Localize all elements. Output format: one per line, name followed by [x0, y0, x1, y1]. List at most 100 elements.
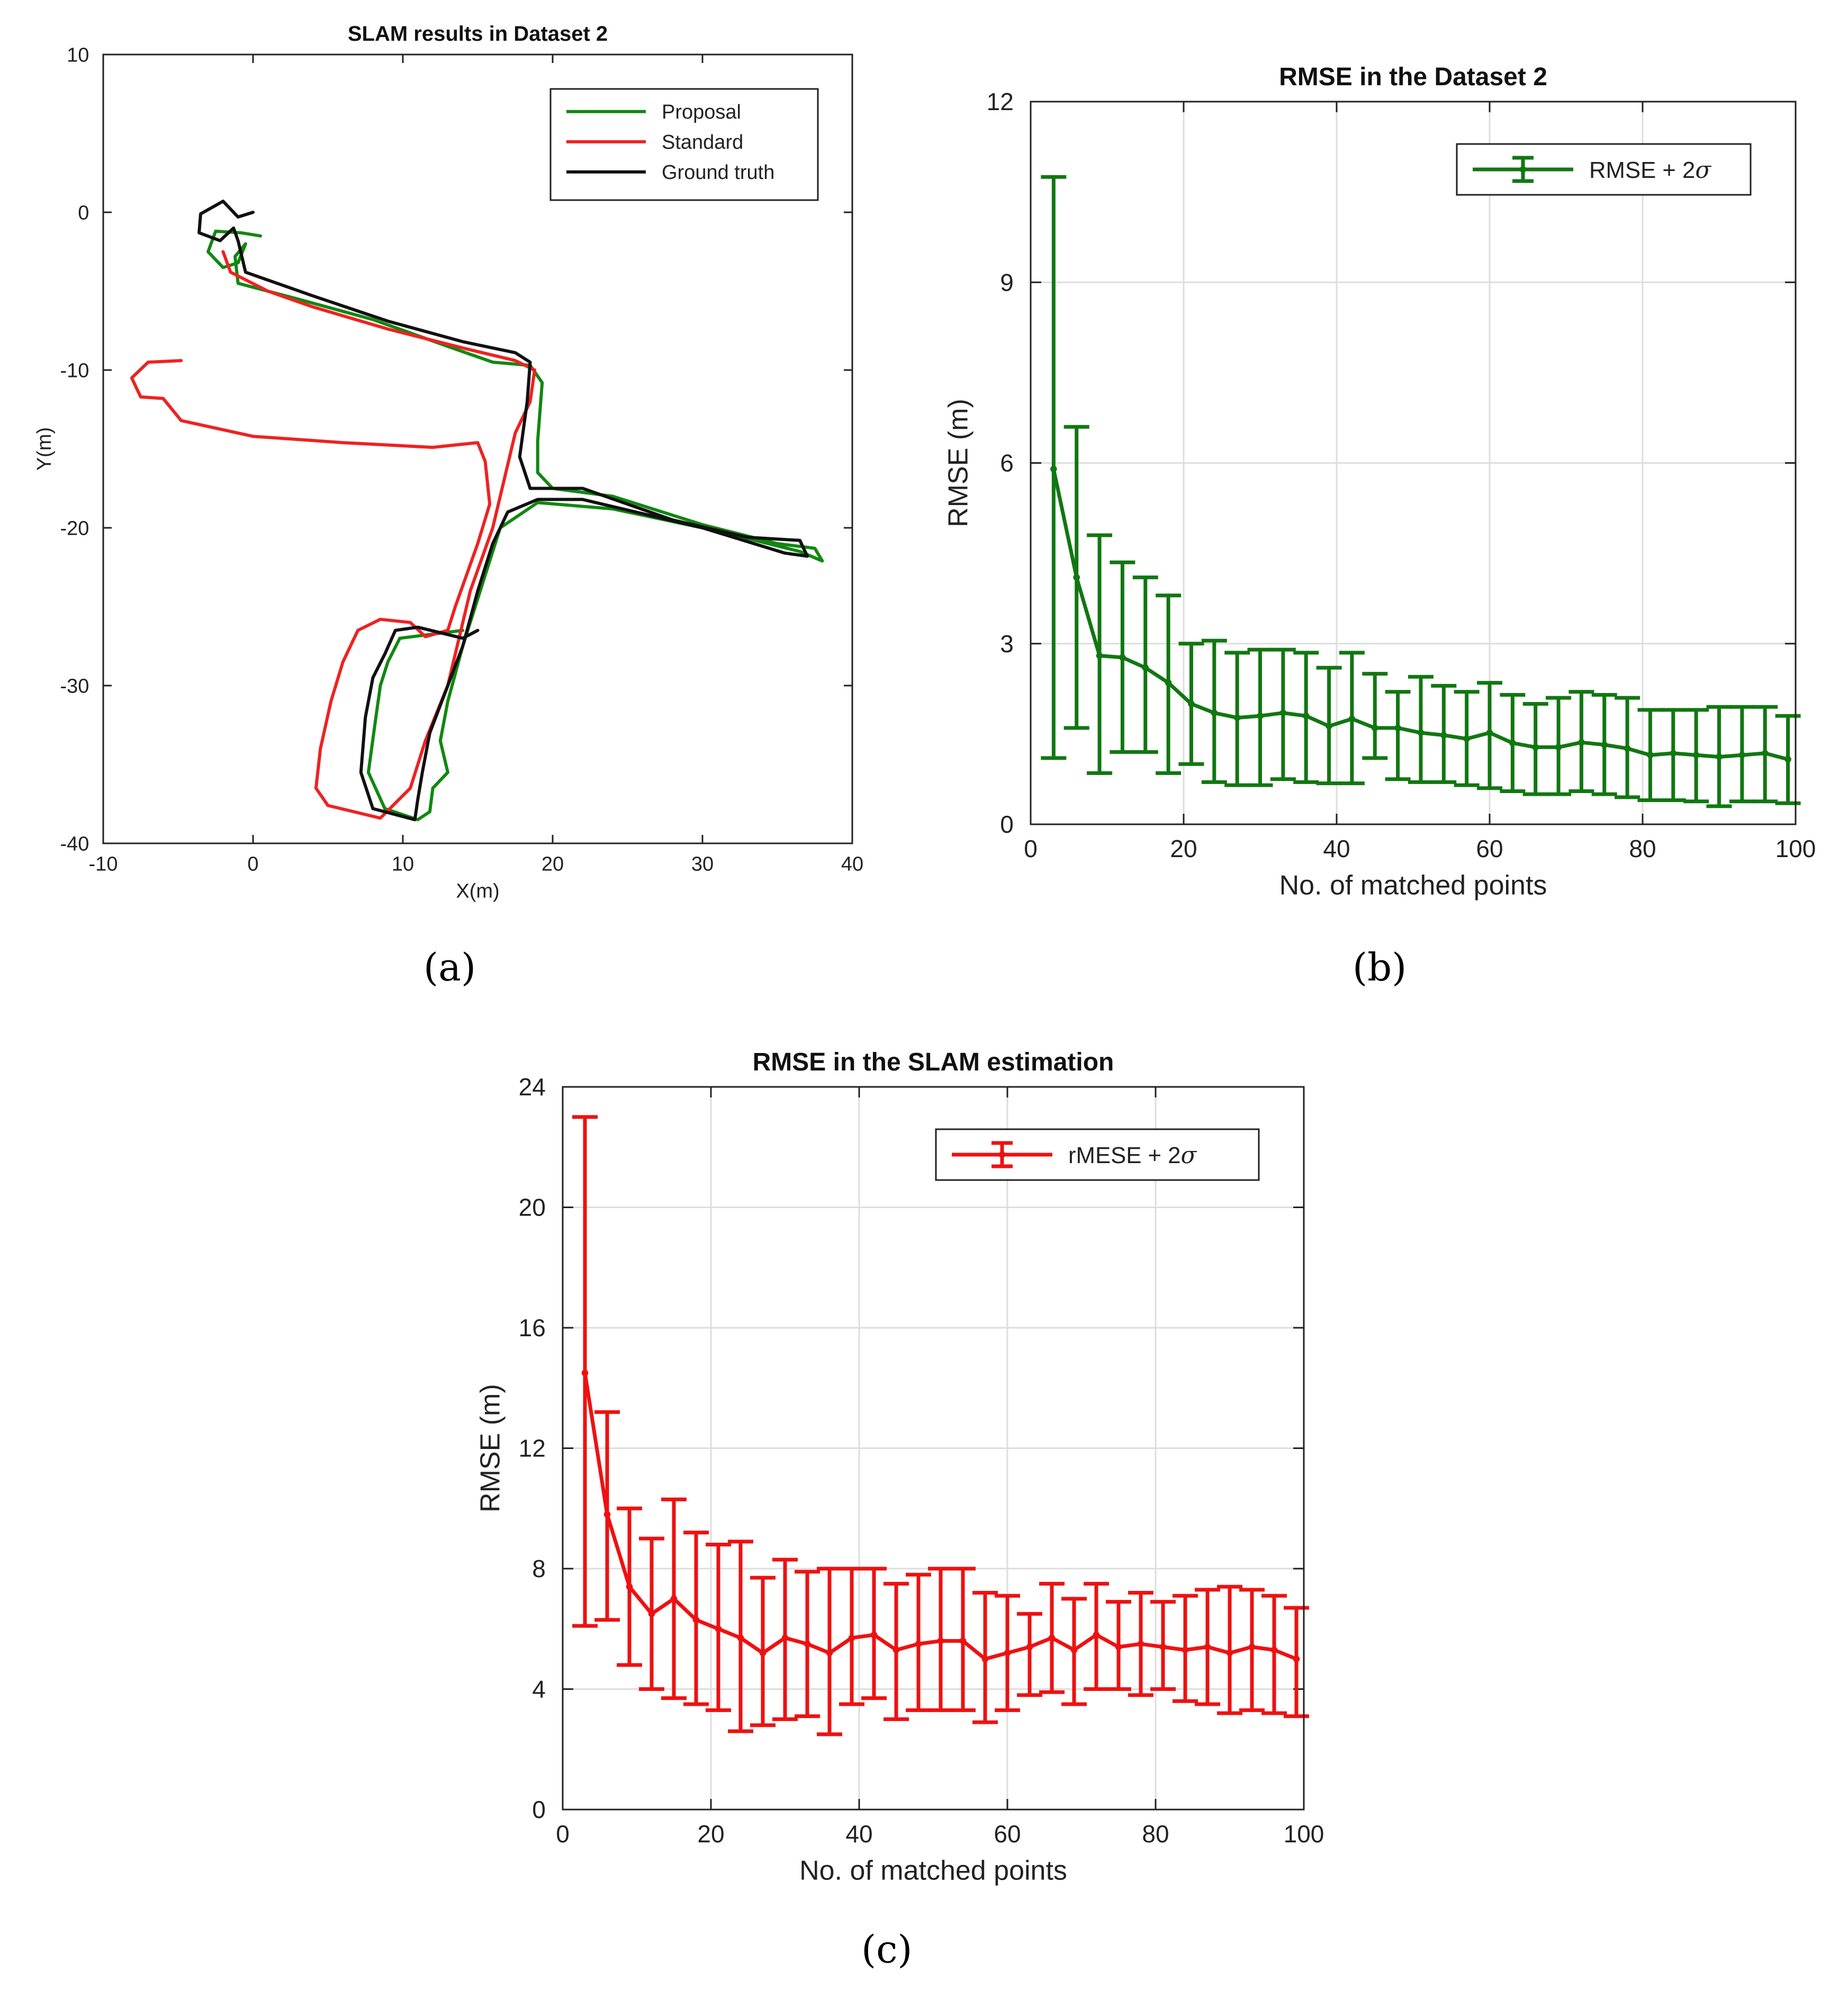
y-tick-label: 16 — [519, 1314, 546, 1342]
y-tick-label: 12 — [519, 1435, 546, 1462]
data-point — [870, 1631, 878, 1639]
data-point — [1670, 750, 1677, 757]
legend-label-text: RMSE + 2 — [1589, 157, 1695, 183]
x-axis-label: X(m) — [456, 880, 499, 903]
y-axis-label: RMSE (m) — [943, 399, 973, 527]
chart-title: SLAM results in Dataset 2 — [348, 22, 608, 46]
chart-a-slam-trajectories: -10 0 10 20 30 40 -40 -30 -20 -10 0 10 SLAM results … — [33, 22, 863, 903]
data-point — [1509, 740, 1516, 746]
y-axis-label: RMSE (m) — [475, 1384, 506, 1513]
x-tick-label: 80 — [1142, 1820, 1169, 1848]
data-point — [1601, 741, 1608, 749]
legend-label: rMESE + 2σ — [1068, 1142, 1197, 1169]
data-point — [581, 1370, 589, 1376]
y-axis-label: Y(m) — [33, 427, 56, 471]
data-point — [603, 1511, 611, 1518]
data-point — [1048, 1634, 1056, 1642]
x-tick-label: 60 — [1476, 835, 1503, 862]
y-tick-label: 10 — [67, 44, 89, 66]
data-point — [1137, 1640, 1144, 1648]
legend-label: Ground truth — [662, 161, 774, 184]
data-point — [715, 1625, 722, 1633]
data-point — [1142, 664, 1149, 671]
data-point — [1073, 574, 1080, 581]
x-tick-label: 20 — [542, 853, 564, 875]
y-tick-label: 0 — [532, 1796, 546, 1823]
y-tick-label: -10 — [60, 359, 89, 382]
y-tick-label: 0 — [78, 202, 89, 224]
x-tick-label: 20 — [1170, 835, 1197, 862]
data-point — [848, 1634, 855, 1642]
data-point — [1188, 700, 1195, 707]
x-tick-label: 0 — [1024, 835, 1038, 862]
data-point — [759, 1649, 767, 1657]
data-point — [1394, 724, 1401, 732]
caption-b: (b) — [1353, 945, 1407, 989]
legend-box — [549, 88, 819, 201]
y-tick-label: 0 — [1000, 811, 1014, 838]
data-point — [1211, 709, 1218, 716]
axes-box — [1030, 101, 1797, 825]
x-axis-label: No. of matched points — [799, 1855, 1067, 1886]
data-point — [1692, 751, 1700, 759]
data-point — [1417, 729, 1425, 736]
data-point — [1326, 723, 1332, 730]
data-point — [1716, 753, 1723, 760]
caption-a: (a) — [423, 945, 476, 989]
data-point — [1486, 729, 1493, 736]
series-line-proposal — [206, 229, 824, 822]
data-point — [1165, 679, 1172, 686]
chart-title: RMSE in the Dataset 2 — [1279, 63, 1547, 91]
axes-box — [102, 53, 853, 844]
data-point — [737, 1634, 744, 1642]
x-tick-label: 100 — [1775, 835, 1816, 862]
x-tick-label: 30 — [691, 853, 714, 875]
data-point — [981, 1655, 989, 1662]
data-point — [1182, 1646, 1189, 1653]
data-point — [1050, 465, 1057, 473]
chart-c-rmse-slam-estimation: 0 20 40 60 80 100 0 4 8 12 16 20 24 RMSE in the SLAM … — [475, 1048, 1324, 1886]
data-point — [1624, 745, 1631, 752]
y-tick-label: -20 — [60, 517, 89, 539]
data-point — [648, 1610, 655, 1617]
data-point — [804, 1640, 811, 1648]
x-tick-label: 60 — [994, 1820, 1021, 1848]
data-point — [959, 1637, 967, 1644]
legend-label-symbol: σ — [1180, 1142, 1197, 1169]
chart-title: RMSE in the SLAM estimation — [753, 1048, 1114, 1076]
legend-label-text: rMESE + 2 — [1068, 1142, 1180, 1168]
y-tick-label: 24 — [519, 1073, 546, 1101]
legend-label-symbol: σ — [1695, 157, 1711, 184]
data-point — [1555, 744, 1562, 751]
y-tick-label: 6 — [1000, 449, 1014, 477]
data-point — [781, 1634, 789, 1642]
data-point — [692, 1616, 700, 1623]
x-tick-label: 100 — [1284, 1820, 1324, 1848]
axes-box — [562, 1086, 1305, 1811]
legend-marker — [1519, 166, 1527, 173]
data-point — [670, 1595, 678, 1603]
data-point — [893, 1646, 900, 1653]
data-point — [1302, 712, 1310, 719]
data-point — [1761, 750, 1769, 757]
data-point — [915, 1640, 922, 1648]
data-point — [1440, 732, 1447, 739]
data-point — [1093, 1631, 1100, 1639]
data-point — [1159, 1643, 1167, 1651]
legend-label-text: Ground truth — [662, 161, 774, 184]
y-tick-label: -40 — [60, 833, 89, 855]
legend-marker — [998, 1151, 1006, 1158]
data-point — [1226, 1649, 1233, 1657]
data-point — [1257, 712, 1264, 719]
data-point — [1233, 714, 1241, 721]
data-point — [1348, 715, 1356, 723]
caption-c: (c) — [861, 1927, 913, 1972]
data-point — [1115, 1643, 1122, 1651]
legend-label: Standard — [662, 131, 743, 154]
legend-label-text: Proposal — [662, 101, 741, 123]
data-point — [1004, 1649, 1011, 1657]
y-tick-label: 9 — [1000, 268, 1014, 296]
chart-b-rmse-dataset-2: 0 20 40 60 80 100 0 3 6 9 12 RMSE in the Dataset 2 N… — [943, 63, 1816, 901]
data-point — [1248, 1643, 1256, 1651]
data-point — [826, 1649, 833, 1657]
